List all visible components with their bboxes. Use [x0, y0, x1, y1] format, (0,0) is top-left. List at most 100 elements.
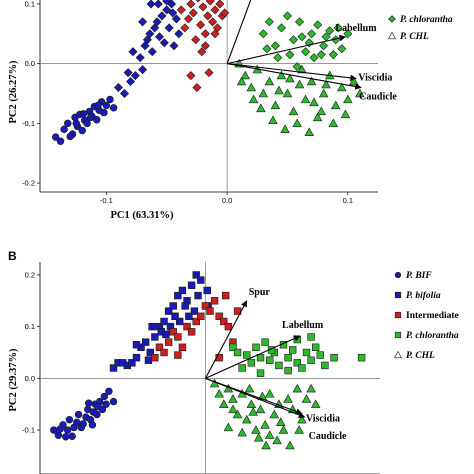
panel-a-ylabel: PC2 (26.27%) [8, 60, 19, 123]
B-legend-marker [393, 350, 403, 359]
B-green-triangle-point [283, 394, 293, 403]
B-green-triangle-point [237, 427, 247, 437]
panel-b-legend: P. BIF P. bifolia Intermediate P. chloranth… [393, 271, 459, 361]
B-green-square-point [321, 361, 329, 370]
B-loading-label: Viscidia [306, 414, 340, 425]
A-green-diamond-point [262, 44, 272, 54]
B-loading-label: Caudicle [309, 431, 347, 442]
B-red-square-point [183, 322, 191, 331]
A-green-triangle-point [306, 76, 317, 86]
A-green-diamond-point [295, 17, 305, 27]
panel-a: -0.1 0.0 0.1 -0.2 -0.1 0.0 0.1 Labellum Viscidia… [8, 0, 453, 221]
B-green-square-point [284, 353, 292, 362]
A-loading-label: Viscidia [358, 73, 392, 84]
A-red-diamond-point [200, 41, 210, 51]
B-green-triangle-point [219, 399, 229, 408]
B-blue-square-point [203, 286, 211, 295]
B-red-square-point [169, 328, 177, 336]
B-blue-circle-point [70, 423, 78, 432]
A-blue-circle-point [78, 126, 86, 135]
B-red-square-point [201, 302, 210, 310]
A-green-triangle-point [274, 85, 284, 95]
A-y-tick-label: -0.1 [22, 119, 35, 128]
B-legend-label: P. CHL [406, 351, 435, 361]
A-green-diamond-point [337, 44, 347, 54]
B-y-tick-label: 0.1 [25, 322, 35, 331]
A-blue-diamond-point [146, 0, 156, 9]
B-green-square-point [256, 369, 265, 377]
panel-b-letter: B [8, 249, 17, 263]
A-blue-diamond-point [152, 17, 162, 27]
B-green-triangle-point [264, 388, 275, 398]
A-green-diamond-point [292, 62, 302, 72]
A-green-triangle-point [318, 88, 329, 98]
A-red-diamond-point [210, 29, 220, 39]
A-blue-circle-point [94, 101, 102, 110]
A-green-triangle-point [282, 88, 293, 98]
B-green-triangle-point [275, 417, 286, 426]
A-blue-circle-point [51, 133, 60, 141]
A-green-diamond-point [288, 35, 299, 45]
B-green-triangle-point [251, 425, 261, 434]
A-green-triangle-point [340, 109, 351, 119]
B-green-square-point [307, 333, 315, 341]
B-red-square-point [160, 348, 168, 357]
B-blue-square-point [178, 286, 187, 295]
A-loading-arrow [227, 63, 362, 90]
B-blue-square-point [151, 333, 159, 341]
B-blue-square-point [132, 353, 141, 362]
B-loading-label: Labellum [282, 320, 324, 331]
A-green-triangle-point [268, 115, 278, 125]
A-red-diamond-point [176, 5, 186, 15]
A-green-triangle-point [355, 88, 365, 98]
A-green-triangle-point [258, 88, 269, 98]
A-blue-diamond-point [126, 77, 136, 87]
B-blue-square-point [175, 317, 184, 326]
A-loading-label: Caudicle [359, 92, 397, 103]
A-legend-label: P. CHL [400, 32, 429, 42]
A-green-triangle-point [270, 100, 281, 110]
A-blue-circle-point [109, 104, 118, 112]
B-green-square-point [311, 343, 320, 352]
A-red-diamond-point [188, 8, 198, 18]
A-green-triangle-point [304, 127, 314, 136]
A-red-diamond-point [215, 0, 225, 9]
B-green-square-point [284, 366, 292, 375]
B-blue-circle-point [109, 397, 118, 406]
A-green-triangle-point [337, 82, 347, 92]
A-green-diamond-point [328, 50, 338, 60]
A-red-diamond-point [203, 11, 213, 21]
B-red-square-point [151, 353, 159, 362]
B-blue-circle-point [62, 433, 70, 441]
B-blue-circle-point [93, 410, 101, 419]
B-red-square-point [192, 317, 200, 326]
A-x-tick-label: 0.0 [222, 196, 232, 205]
B-y-tick-label: 0.0 [25, 374, 35, 383]
B-green-square-point [233, 348, 242, 357]
B-legend-marker [394, 331, 402, 339]
A-red-diamond-point [198, 2, 208, 12]
A-blue-diamond-point [169, 41, 179, 51]
A-green-triangle-point [294, 79, 305, 89]
A-green-triangle-point [330, 100, 341, 110]
A-legend-marker [388, 15, 396, 23]
A-blue-diamond-point [147, 47, 157, 57]
A-red-diamond-point [192, 83, 202, 93]
A-green-triangle-point [300, 94, 311, 104]
A-green-diamond-point [282, 11, 292, 21]
A-blue-diamond-point [123, 68, 133, 78]
A-red-diamond-point [204, 68, 214, 78]
B-blue-circle-point [54, 431, 63, 439]
B-blue-square-point [192, 271, 200, 279]
B-green-square-point [243, 351, 251, 359]
B-green-triangle-point [248, 407, 258, 416]
B-red-square-point [197, 312, 205, 320]
A-blue-diamond-point [138, 17, 148, 27]
A-legend-marker [387, 31, 397, 40]
A-blue-diamond-point [153, 0, 163, 9]
A-green-triangle-point [288, 106, 299, 116]
B-blue-circle-point [65, 416, 74, 424]
B-blue-circle-point [79, 420, 87, 428]
B-blue-square-point [144, 356, 153, 364]
